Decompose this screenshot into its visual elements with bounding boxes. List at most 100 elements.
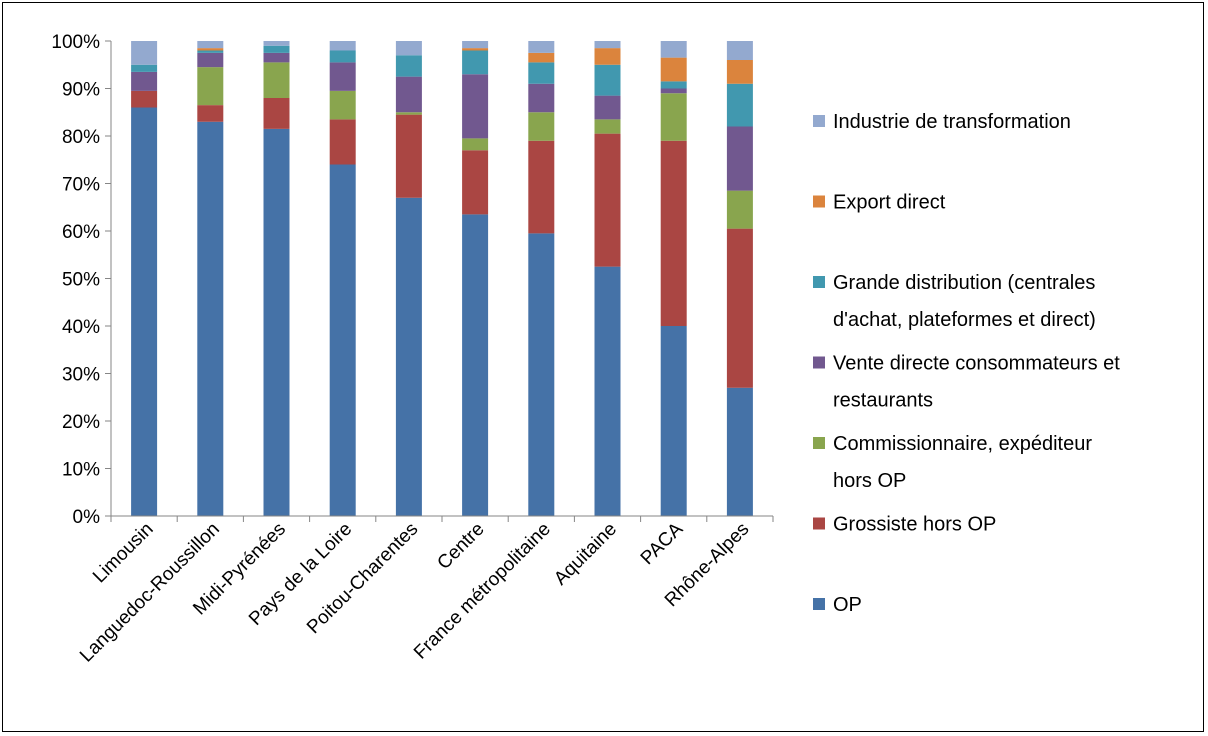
bar-centre-grossiste-hors-op: [462, 150, 489, 215]
bar-poitou-charentes-grossiste-hors-op: [395, 114, 422, 198]
bar-rhone-alpes-op: [726, 387, 753, 516]
y-tick-label: 10%: [62, 460, 100, 481]
bar-poitou-charentes-industrie-de-transformation: [395, 41, 422, 56]
bar-languedoc-roussillon-export-direct: [197, 48, 224, 51]
legend-swatch-industrie-de-transformation: [813, 115, 825, 127]
legend-label-commissionnaire-expediteur-hors-op: Commissionnaire, expéditeur: [833, 433, 1092, 455]
bar-paca-vente-directe-consommateurs-et-restaurants: [660, 88, 687, 94]
legend-swatch-grande-distribution-centrales-d-achat-plateformes-et-direct: [813, 276, 825, 288]
bar-france-metropolitaine-op: [528, 233, 555, 517]
bar-rhone-alpes-vente-directe-consommateurs-et-restaurants: [726, 126, 753, 191]
bar-poitou-charentes-commissionnaire-expediteur-hors-op: [395, 112, 422, 115]
bar-poitou-charentes-op: [395, 197, 422, 516]
bar-rhone-alpes-commissionnaire-expediteur-hors-op: [726, 190, 753, 229]
legend-label-commissionnaire-expediteur-hors-op: hors OP: [833, 470, 906, 492]
bar-pays-de-la-loire-industrie-de-transformation: [329, 41, 356, 51]
bar-limousin-vente-directe-consommateurs-et-restaurants: [131, 71, 158, 91]
y-tick-label: 20%: [62, 412, 100, 433]
bar-pays-de-la-loire-grossiste-hors-op: [329, 119, 356, 165]
y-tick-label: 50%: [62, 270, 100, 291]
bar-centre-vente-directe-consommateurs-et-restaurants: [462, 74, 489, 139]
legend-swatch-export-direct: [813, 195, 825, 208]
bar-pays-de-la-loire-op: [329, 164, 356, 516]
bar-aquitaine-commissionnaire-expediteur-hors-op: [594, 119, 621, 134]
legend-label-export-direct: Export direct: [833, 192, 946, 214]
bar-france-metropolitaine-export-direct: [528, 52, 555, 63]
bar-aquitaine-industrie-de-transformation: [594, 41, 621, 49]
y-tick-label: 0%: [73, 507, 101, 528]
bar-aquitaine-export-direct: [594, 48, 621, 65]
legend: Industrie de transformation Export direct…: [813, 111, 1120, 616]
bar-poitou-charentes-grande-distribution-centrales-d-achat-plateformes-et-direct: [395, 55, 422, 77]
bar-rhone-alpes-grande-distribution-centrales-d-achat-plateformes-et-direct: [726, 83, 753, 127]
bar-paca-commissionnaire-expediteur-hors-op: [660, 93, 687, 141]
bar-france-metropolitaine-commissionnaire-expediteur-hors-op: [528, 112, 555, 141]
legend-label-grande-distribution-centrales-d-achat-plateformes-et-direct: d'achat, plateformes et direct): [833, 309, 1096, 331]
legend-swatch-commissionnaire-expediteur-hors-op: [813, 437, 825, 449]
bar-pays-de-la-loire-commissionnaire-expediteur-hors-op: [329, 90, 356, 120]
bar-limousin-industrie-de-transformation: [131, 41, 158, 65]
x-tick-label-france-metropolitaine: France métropolitaine: [410, 519, 555, 664]
bar-midi-pyrenees-industrie-de-transformation: [263, 41, 290, 46]
bar-midi-pyrenees-vente-directe-consommateurs-et-restaurants: [263, 52, 290, 63]
legend-label-grande-distribution-centrales-d-achat-plateformes-et-direct: Grande distribution (centrales: [833, 272, 1095, 294]
bar-limousin-grande-distribution-centrales-d-achat-plateformes-et-direct: [131, 64, 158, 72]
y-tick-label: 60%: [62, 222, 100, 243]
bar-aquitaine-grande-distribution-centrales-d-achat-plateformes-et-direct: [594, 64, 621, 96]
legend-label-grossiste-hors-op: Grossiste hors OP: [833, 514, 996, 536]
y-tick-label: 100%: [51, 32, 100, 53]
bar-centre-op: [462, 214, 489, 517]
x-tick-label-paca: PACA: [637, 518, 688, 569]
bar-pays-de-la-loire-vente-directe-consommateurs-et-restaurants: [329, 62, 356, 91]
bar-centre-grande-distribution-centrales-d-achat-plateformes-et-direct: [462, 50, 489, 75]
bar-france-metropolitaine-grande-distribution-centrales-d-achat-plateformes-et-direct: [528, 62, 555, 84]
axes-layer: [105, 40, 774, 522]
bar-midi-pyrenees-grande-distribution-centrales-d-achat-plateformes-et-direct: [263, 45, 290, 53]
bar-paca-industrie-de-transformation: [660, 41, 687, 58]
x-axis-tick-labels: LimousinLanguedoc-RoussillonMidi-Pyrénée…: [76, 518, 753, 666]
bar-france-metropolitaine-industrie-de-transformation: [528, 41, 555, 53]
legend-label-vente-directe-consommateurs-et-restaurants: restaurants: [833, 390, 933, 412]
bar-midi-pyrenees-grossiste-hors-op: [263, 98, 290, 129]
x-tick-label-limousin: Limousin: [89, 519, 158, 588]
bar-paca-op: [660, 326, 687, 516]
bars-layer: [131, 41, 753, 517]
bar-languedoc-roussillon-grande-distribution-centrales-d-achat-plateformes-et-direct: [197, 50, 224, 53]
bar-centre-commissionnaire-expediteur-hors-op: [462, 138, 489, 151]
bar-languedoc-roussillon-commissionnaire-expediteur-hors-op: [197, 67, 224, 106]
bar-pays-de-la-loire-grande-distribution-centrales-d-achat-plateformes-et-direct: [329, 50, 356, 63]
bar-aquitaine-op: [594, 266, 621, 517]
bar-aquitaine-grossiste-hors-op: [594, 133, 621, 267]
legend-label-op: OP: [833, 594, 862, 616]
bar-centre-industrie-de-transformation: [462, 41, 489, 49]
bar-languedoc-roussillon-grossiste-hors-op: [197, 105, 224, 122]
bar-paca-export-direct: [660, 57, 687, 82]
legend-swatch-vente-directe-consommateurs-et-restaurants: [813, 356, 825, 369]
y-tick-label: 90%: [62, 80, 100, 101]
bar-languedoc-roussillon-op: [197, 121, 224, 516]
bar-languedoc-roussillon-vente-directe-consommateurs-et-restaurants: [197, 52, 224, 68]
legend-swatch-grossiste-hors-op: [813, 517, 825, 530]
legend-swatch-op: [813, 598, 825, 610]
x-tick-label-aquitaine: Aquitaine: [550, 519, 621, 590]
y-tick-label: 30%: [62, 365, 100, 386]
x-tick-label-poitou-charentes: Poitou-Charentes: [303, 519, 422, 638]
bar-france-metropolitaine-grossiste-hors-op: [528, 140, 555, 234]
bar-aquitaine-vente-directe-consommateurs-et-restaurants: [594, 95, 621, 120]
bar-centre-export-direct: [462, 48, 489, 51]
bar-rhone-alpes-grossiste-hors-op: [726, 228, 753, 388]
bar-rhone-alpes-export-direct: [726, 60, 753, 84]
y-tick-label: 40%: [62, 317, 100, 338]
legend-label-vente-directe-consommateurs-et-restaurants: Vente directe consommateurs et: [833, 353, 1120, 375]
y-tick-label: 70%: [62, 175, 100, 196]
legend-label-industrie-de-transformation: Industrie de transformation: [833, 111, 1071, 133]
bar-paca-grande-distribution-centrales-d-achat-plateformes-et-direct: [660, 81, 687, 89]
bar-paca-grossiste-hors-op: [660, 140, 687, 326]
x-tick-label-centre: Centre: [433, 519, 488, 574]
bar-france-metropolitaine-vente-directe-consommateurs-et-restaurants: [528, 83, 555, 113]
y-axis-tick-labels: 0% 10% 20% 30% 40% 50% 60% 70% 80% 90% 100%: [51, 32, 100, 528]
bar-limousin-grossiste-hors-op: [131, 90, 158, 108]
bar-rhone-alpes-industrie-de-transformation: [726, 41, 753, 60]
bar-languedoc-roussillon-industrie-de-transformation: [197, 41, 224, 49]
